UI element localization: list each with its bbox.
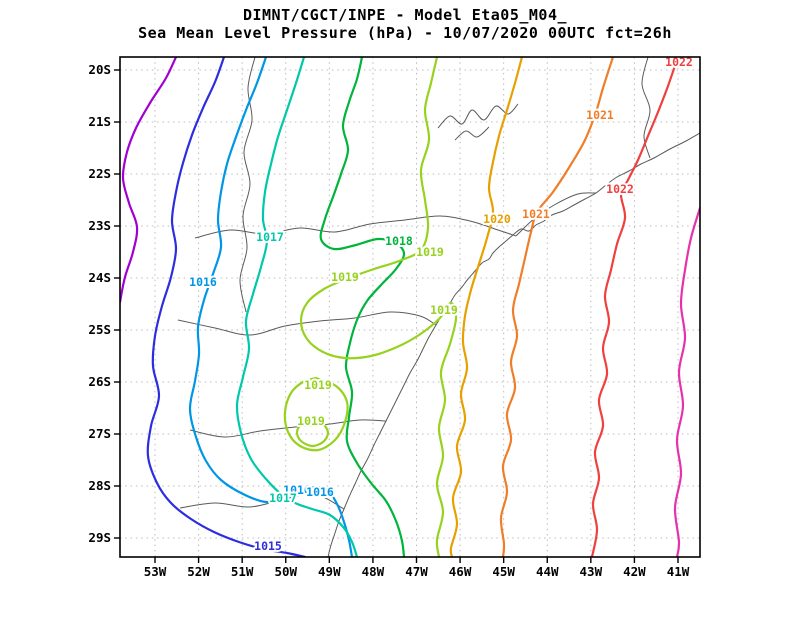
map-outline: [179, 493, 345, 510]
isobar-label-1019: 1019: [331, 270, 359, 284]
isobar-1015-line: [146, 57, 307, 557]
lon-tick-label: 42W: [623, 564, 646, 579]
lon-tick-label: 44W: [536, 564, 559, 579]
lat-tick-label: 27S: [88, 426, 111, 441]
isobar-label-1016: 1016: [283, 483, 311, 497]
isobar-label-1015: 1015: [254, 539, 282, 553]
isobar-1016-line: [188, 57, 354, 557]
isobar-1019-line: [295, 418, 330, 448]
isobar-1023-line: [673, 206, 700, 557]
lon-tick-label: 47W: [405, 564, 428, 579]
isobar-1017-line: [235, 57, 359, 557]
map-outline: [454, 126, 490, 141]
lon-tick-label: 51W: [231, 564, 254, 579]
isobar-1019-line: [299, 57, 458, 557]
isobar-label-1019: 1019: [416, 245, 444, 259]
lat-tick-label: 21S: [88, 114, 111, 129]
chart-subtitle: Sea Mean Level Pressure (hPa) - 10/07/20…: [138, 24, 672, 42]
isobar-label-1018: 1018: [385, 234, 413, 248]
isobar-label-1019: 1019: [430, 303, 458, 317]
axis-layer: 53W 52W 51W 50W 49W 48W 47W 46W 45W 44W 43W 42W 41W 2…: [88, 62, 689, 579]
lon-tick-label: 49W: [318, 564, 341, 579]
map-outline: [194, 215, 517, 239]
isobar-1020-line: [449, 57, 524, 557]
isobar-label-1019: 1019: [304, 378, 332, 392]
isobar-label-1016: 1016: [306, 485, 334, 499]
map-frame: [119, 56, 701, 558]
lat-tick-label: 25S: [88, 322, 111, 337]
map-outline: [177, 311, 437, 336]
lon-tick-label: 53W: [144, 564, 167, 579]
isobar-label-1019: 1019: [297, 414, 325, 428]
lat-tick-label: 26S: [88, 374, 111, 389]
coastline-borders-layer: [177, 57, 700, 557]
map-outline: [239, 57, 256, 313]
lon-tick-label: 46W: [449, 564, 472, 579]
map-outline: [327, 132, 700, 557]
chart-title: DIMNT/CGCT/INPE - Model Eta05_M04_: [243, 6, 568, 24]
isobar-label-1017: 1017: [269, 491, 297, 505]
isobar-label-1020: 1020: [483, 212, 511, 226]
lon-tick-label: 41W: [667, 564, 690, 579]
isobar-1018-line: [319, 57, 406, 557]
lat-tick-label: 22S: [88, 166, 111, 181]
lon-tick-label: 45W: [492, 564, 515, 579]
lon-tick-label: 43W: [580, 564, 603, 579]
isobar-label-1021: 1021: [586, 108, 614, 122]
lat-tick-label: 29S: [88, 530, 111, 545]
map-outline: [437, 103, 519, 129]
isobar-1014-line: [120, 57, 178, 304]
isobar-1022-line: [590, 57, 680, 557]
grid-layer: [120, 57, 700, 557]
lon-tick-label: 48W: [362, 564, 385, 579]
lat-tick-label: 20S: [88, 62, 111, 77]
lon-tick-label: 52W: [187, 564, 210, 579]
map-outline: [515, 192, 597, 237]
isobar-label-1021: 1021: [522, 207, 550, 221]
lat-tick-label: 23S: [88, 218, 111, 233]
isobar-contour-layer: [120, 57, 700, 557]
isobar-label-1017: 1017: [256, 230, 284, 244]
lon-tick-label: 50W: [274, 564, 297, 579]
isobar-label-1022: 1022: [606, 182, 634, 196]
isobar-1019-line: [283, 376, 349, 452]
isobar-1021-line: [499, 57, 615, 557]
map-outline: [189, 419, 387, 438]
lat-tick-label: 28S: [88, 478, 111, 493]
lat-tick-label: 24S: [88, 270, 111, 285]
isobar-label-1016: 1016: [189, 275, 217, 289]
